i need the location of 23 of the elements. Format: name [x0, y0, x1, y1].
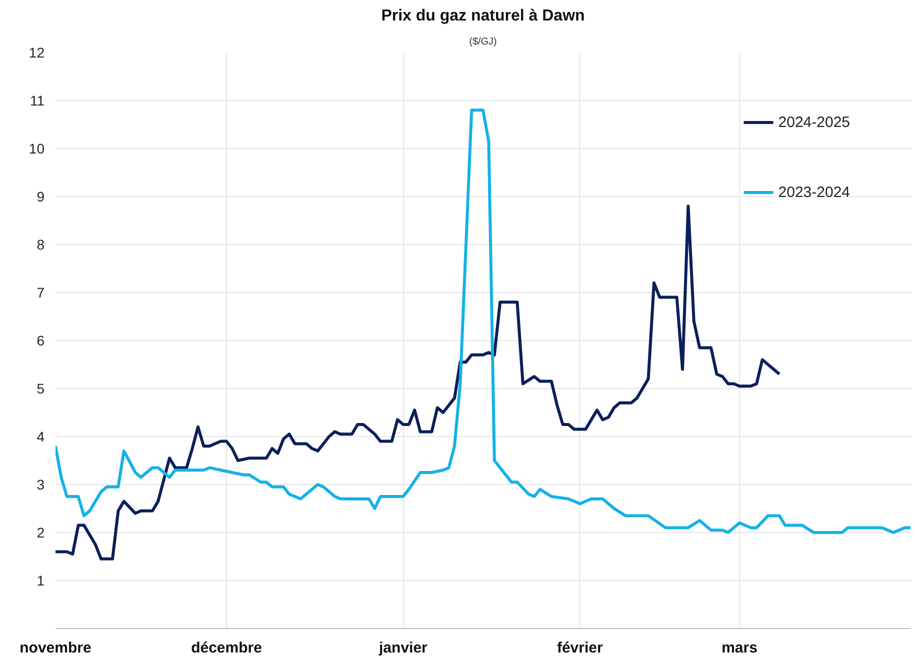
y-tick-label: 11 [30, 92, 45, 108]
x-tick-label: janvier [378, 640, 428, 656]
y-tick-label: 4 [36, 428, 45, 444]
x-tick-label: décembre [191, 640, 262, 656]
x-tick-label: mars [722, 640, 758, 656]
y-tick-label: 1 [36, 572, 45, 588]
y-tick-label: 3 [36, 476, 45, 492]
y-tick-label: 8 [36, 236, 45, 252]
y-tick-label: 6 [36, 332, 45, 348]
line-series [56, 204, 781, 560]
legend-label: 2023-2024 [778, 184, 850, 200]
chart-subtitle: ($/GJ) [469, 36, 497, 48]
y-tick-label: 7 [36, 284, 45, 300]
y-tick-label: 2 [36, 524, 45, 540]
x-tick-label: novembre [20, 640, 92, 656]
y-tick-label: 10 [28, 140, 45, 156]
chart-title: Prix du gaz naturel à Dawn [381, 8, 585, 24]
y-tick-label: 5 [36, 380, 45, 396]
y-tick-label: 9 [36, 188, 45, 204]
y-tick-label: 12 [28, 44, 45, 60]
line-series [56, 108, 910, 534]
x-tick-label: février [556, 640, 603, 656]
legend-label: 2024-2025 [778, 114, 850, 130]
